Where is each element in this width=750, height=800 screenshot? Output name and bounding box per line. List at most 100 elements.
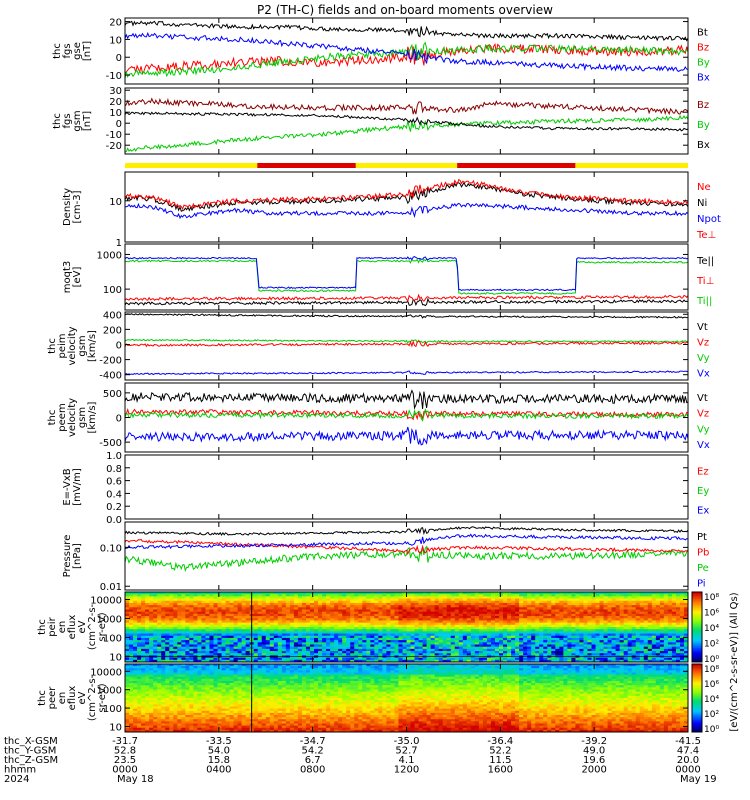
spectrogram-cell — [559, 592, 564, 595]
spectrogram-cell — [511, 637, 516, 641]
spectrogram-cell — [366, 598, 371, 602]
spectrogram-cell — [478, 633, 484, 637]
spectrogram-cell — [281, 592, 287, 595]
spectrogram-cell — [125, 637, 130, 641]
spectrogram-cell — [426, 605, 432, 608]
spectrogram-cell — [362, 611, 367, 615]
spectrogram-cell — [511, 631, 516, 635]
spectrogram-cell — [559, 613, 564, 617]
spectrogram-cell — [386, 655, 392, 659]
spectrogram-cell — [157, 627, 162, 630]
spectrogram-cell — [297, 602, 303, 606]
spectrogram-cell — [535, 616, 540, 619]
spectrogram-cell — [201, 616, 207, 619]
spectrogram-cell — [237, 631, 243, 635]
spectrogram-cell — [330, 646, 335, 650]
spectrogram-cell — [498, 637, 504, 641]
spectrogram-cell — [563, 624, 568, 628]
spectrogram-cell — [531, 602, 536, 606]
spectrogram-cell — [523, 657, 528, 661]
spectrogram-cell — [575, 620, 581, 624]
spectrogram-cell — [237, 592, 243, 595]
spectrogram-cell — [370, 646, 375, 650]
spectrogram-cell — [257, 624, 263, 628]
spectrogram-cell — [169, 605, 174, 608]
spectrogram-cell — [426, 648, 432, 652]
spectrogram-cell — [366, 637, 371, 641]
spectrogram-cell — [474, 607, 480, 611]
spectrogram-cell — [438, 659, 444, 662]
spectrogram-cell — [595, 602, 601, 606]
spectrogram-cell — [671, 653, 677, 657]
spectrogram-cell — [659, 607, 665, 611]
spectrogram-cell — [470, 653, 476, 657]
spectrogram-cell — [603, 616, 609, 619]
spectrogram-cell — [129, 598, 134, 602]
spectrogram-cell — [334, 637, 339, 641]
spectrogram-cell — [241, 635, 247, 639]
spectrogram-cell — [157, 635, 162, 639]
spectrogram-cell — [314, 624, 319, 628]
spectrogram-cell — [539, 594, 544, 597]
spectrogram-cell — [683, 611, 688, 615]
spectrogram-cell — [643, 618, 649, 622]
spectrogram-cell — [217, 602, 223, 606]
spectrogram-cell — [450, 620, 456, 624]
spectrogram-cell — [125, 607, 130, 611]
y-tick-label: 0 — [116, 340, 122, 351]
spectrogram-cell — [197, 655, 203, 659]
spectrogram-cell — [623, 646, 629, 650]
spectrogram-cell — [209, 648, 215, 652]
spectrogram-cell — [273, 609, 279, 613]
spectrogram-cell — [297, 642, 303, 646]
spectrogram-cell — [390, 657, 396, 661]
y-axis-label-p6: thc peem velocity gsm [km/s] — [47, 398, 98, 437]
spectrogram-cell — [137, 637, 142, 641]
spectrogram-cell — [418, 624, 424, 628]
spectrogram-cell — [346, 655, 351, 659]
legend-Vx: Vx — [697, 440, 710, 451]
spectrogram-cell — [213, 659, 219, 662]
spectrogram-cell — [470, 635, 476, 639]
spectrogram-cell — [334, 664, 339, 667]
spectrogram-cell — [189, 664, 194, 667]
spectrogram-cell — [462, 622, 468, 626]
spectrogram-cell — [185, 622, 190, 626]
spectrogram-cell — [241, 646, 247, 650]
spectrogram-cell — [635, 642, 641, 646]
spectrogram-cell — [293, 659, 299, 662]
spectrogram-cell — [233, 613, 239, 617]
spectrogram-cell — [314, 627, 319, 630]
spectrogram-cell — [503, 598, 508, 602]
spectrogram-cell — [374, 607, 379, 611]
spectrogram-cell — [145, 646, 150, 650]
spectrogram-cell — [157, 633, 162, 637]
spectrogram-cell — [683, 594, 688, 597]
spectrogram-cell — [273, 618, 279, 622]
spectrogram-cell — [314, 596, 319, 600]
spectrogram-cell — [161, 657, 166, 661]
spectrogram-cell — [293, 596, 299, 600]
spectrogram-cell — [579, 648, 585, 652]
spectrogram-cell — [414, 631, 420, 635]
spectrogram-cell — [318, 648, 323, 652]
spectrogram-cell — [301, 598, 307, 602]
spectrogram-cell — [647, 600, 653, 604]
spectrogram-cell — [402, 592, 408, 595]
spectrogram-cell — [422, 648, 428, 652]
spectrogram-cell — [519, 651, 524, 654]
spectrogram-cell — [269, 637, 275, 641]
spectrogram-cell — [149, 642, 154, 646]
spectrogram-cell — [366, 642, 371, 646]
spectrogram-cell — [523, 605, 528, 608]
spectrogram-cell — [305, 618, 311, 622]
spectrogram-cell — [145, 640, 150, 643]
spectrogram-cell — [486, 607, 492, 611]
spectrogram-cell — [334, 640, 339, 643]
spectrogram-cell — [253, 592, 259, 595]
spectrogram-cell — [422, 644, 428, 648]
spectrogram-cell — [261, 664, 267, 667]
spectrogram-cell — [181, 609, 186, 613]
spectrogram-cell — [563, 607, 568, 611]
